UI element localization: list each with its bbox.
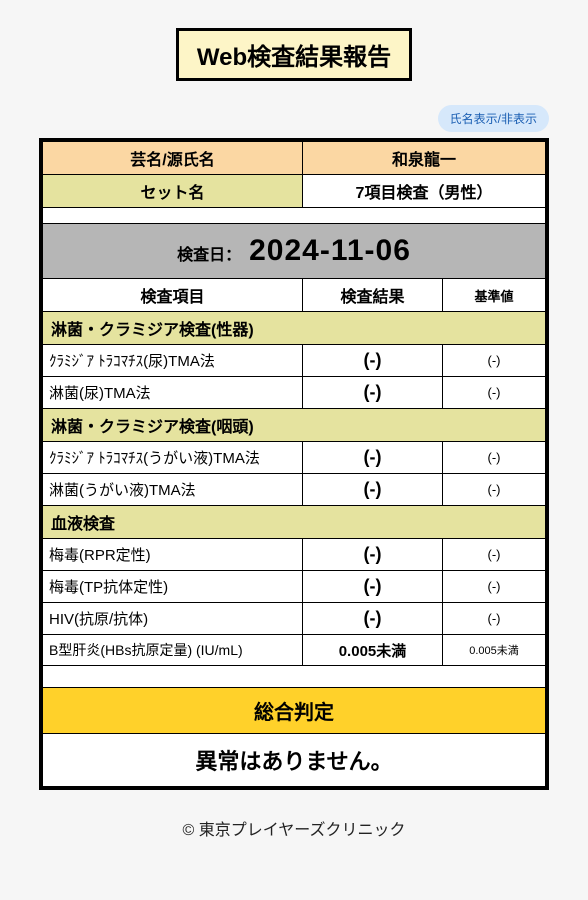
item-result: (-) xyxy=(303,571,443,602)
table-row: B型肝炎(HBs抗原定量) (IU/mL) 0.005未満 0.005未満 xyxy=(43,635,545,666)
table-row: ｸﾗﾐｼﾞｱ ﾄﾗｺﾏﾁｽ(尿)TMA法 (-) (-) xyxy=(43,345,545,377)
set-value: 7項目検査（男性） xyxy=(303,175,545,207)
set-header: セット名 xyxy=(43,175,303,207)
report-card: 芸名/源氏名 和泉龍一 セット名 7項目検査（男性） 検査日： 2024-11-… xyxy=(39,138,549,790)
item-name: 梅毒(RPR定性) xyxy=(43,539,303,570)
item-result: (-) xyxy=(303,345,443,376)
test-date-value: 2024-11-06 xyxy=(249,234,411,268)
table-row: 淋菌(うがい液)TMA法 (-) (-) xyxy=(43,474,545,506)
section-header: 血液検査 xyxy=(43,506,545,539)
spacer xyxy=(43,208,545,224)
item-reference: (-) xyxy=(443,474,545,505)
item-name: ｸﾗﾐｼﾞｱ ﾄﾗｺﾏﾁｽ(尿)TMA法 xyxy=(43,345,303,376)
toggle-row: 氏名表示/非表示 xyxy=(39,105,549,132)
section-label: 淋菌・クラミジア検査(性器) xyxy=(43,312,545,344)
item-result: 0.005未満 xyxy=(303,635,443,665)
table-row: 梅毒(TP抗体定性) (-) (-) xyxy=(43,571,545,603)
table-row: 淋菌(尿)TMA法 (-) (-) xyxy=(43,377,545,409)
item-result: (-) xyxy=(303,442,443,473)
overall-header: 総合判定 xyxy=(43,688,545,734)
col-header-item: 検査項目 xyxy=(43,279,303,311)
item-reference: (-) xyxy=(443,571,545,602)
item-reference: (-) xyxy=(443,603,545,634)
name-value: 和泉龍一 xyxy=(303,142,545,174)
item-result: (-) xyxy=(303,474,443,505)
item-result: (-) xyxy=(303,377,443,408)
table-header-row: 検査項目 検査結果 基準値 xyxy=(43,279,545,312)
col-header-reference: 基準値 xyxy=(443,279,545,311)
report-title: Web検査結果報告 xyxy=(176,28,412,81)
item-name: B型肝炎(HBs抗原定量) (IU/mL) xyxy=(43,635,303,665)
section-label: 血液検査 xyxy=(43,506,545,538)
table-row: HIV(抗原/抗体) (-) (-) xyxy=(43,603,545,635)
item-result: (-) xyxy=(303,603,443,634)
footer-copyright: © 東京プレイヤーズクリニック xyxy=(183,816,406,840)
item-reference: (-) xyxy=(443,442,545,473)
item-name: 淋菌(うがい液)TMA法 xyxy=(43,474,303,505)
item-reference: 0.005未満 xyxy=(443,635,545,665)
name-header: 芸名/源氏名 xyxy=(43,142,303,174)
item-result: (-) xyxy=(303,539,443,570)
item-name: HIV(抗原/抗体) xyxy=(43,603,303,634)
item-reference: (-) xyxy=(443,377,545,408)
item-name: ｸﾗﾐｼﾞｱ ﾄﾗｺﾏﾁｽ(うがい液)TMA法 xyxy=(43,442,303,473)
table-row: ｸﾗﾐｼﾞｱ ﾄﾗｺﾏﾁｽ(うがい液)TMA法 (-) (-) xyxy=(43,442,545,474)
test-date-row: 検査日： 2024-11-06 xyxy=(43,224,545,279)
item-name: 梅毒(TP抗体定性) xyxy=(43,571,303,602)
section-label: 淋菌・クラミジア検査(咽頭) xyxy=(43,409,545,441)
section-header: 淋菌・クラミジア検査(性器) xyxy=(43,312,545,345)
section-header: 淋菌・クラミジア検査(咽頭) xyxy=(43,409,545,442)
test-date-label: 検査日： xyxy=(177,241,241,265)
overall-result: 異常はありません。 xyxy=(43,734,545,786)
table-row: 梅毒(RPR定性) (-) (-) xyxy=(43,539,545,571)
item-name: 淋菌(尿)TMA法 xyxy=(43,377,303,408)
toggle-name-visibility-button[interactable]: 氏名表示/非表示 xyxy=(438,105,549,132)
item-reference: (-) xyxy=(443,539,545,570)
item-reference: (-) xyxy=(443,345,545,376)
spacer xyxy=(43,666,545,688)
col-header-result: 検査結果 xyxy=(303,279,443,311)
